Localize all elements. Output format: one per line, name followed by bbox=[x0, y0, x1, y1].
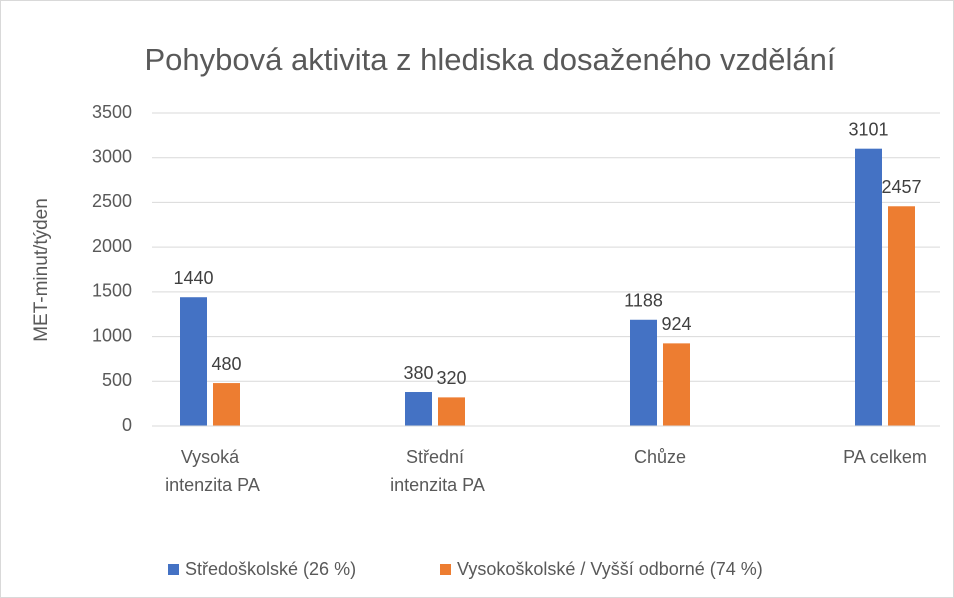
x-tick-label: Střední intenzita PA bbox=[385, 447, 485, 495]
y-tick-label: 3500 bbox=[92, 102, 132, 122]
data-label: 924 bbox=[661, 314, 691, 334]
y-axis-label: MET-minut/týden bbox=[31, 198, 52, 342]
bar bbox=[213, 383, 240, 426]
y-tick-label: 1000 bbox=[92, 325, 132, 345]
y-tick-label: 2000 bbox=[92, 236, 132, 256]
bar bbox=[630, 319, 657, 426]
legend-swatch bbox=[168, 564, 179, 575]
bar bbox=[855, 148, 882, 426]
data-label: 1440 bbox=[173, 268, 213, 288]
x-tick-label: Chůze bbox=[634, 447, 686, 467]
bar bbox=[663, 343, 690, 426]
legend-label: Středoškolské (26 %) bbox=[185, 559, 356, 579]
data-label: 2457 bbox=[881, 177, 921, 197]
data-label: 320 bbox=[436, 368, 466, 388]
chart-title: Pohybová aktivita z hlediska dosaženého … bbox=[144, 42, 835, 77]
bar bbox=[888, 206, 915, 426]
data-label: 1188 bbox=[624, 291, 663, 311]
legend-swatch bbox=[440, 564, 451, 575]
bar bbox=[438, 397, 465, 426]
x-tick-label: PA celkem bbox=[843, 447, 927, 467]
x-tick-label: Vysoká intenzita PA bbox=[160, 447, 260, 495]
data-label: 3101 bbox=[848, 119, 888, 139]
y-tick-label: 500 bbox=[102, 370, 132, 390]
y-tick-label: 2500 bbox=[92, 191, 132, 211]
y-tick-label: 0 bbox=[122, 415, 132, 435]
data-label: 480 bbox=[211, 354, 241, 374]
bar bbox=[180, 297, 207, 426]
legend-label: Vysokoškolské / Vyšší odborné (74 %) bbox=[457, 559, 763, 579]
y-tick-label: 3000 bbox=[92, 146, 132, 166]
bar bbox=[405, 392, 432, 426]
y-tick-label: 1500 bbox=[92, 281, 132, 301]
data-label: 380 bbox=[403, 363, 433, 383]
